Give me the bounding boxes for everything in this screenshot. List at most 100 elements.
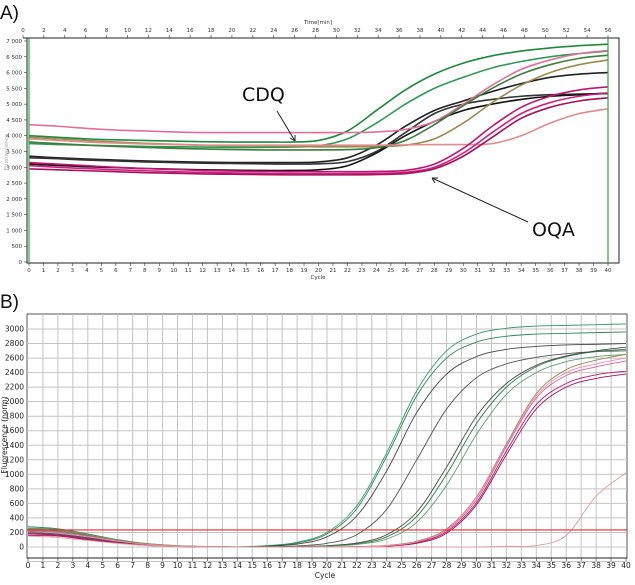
x-tick-label: 30 [472,561,482,570]
x-tick-label: 34 [518,268,525,274]
y-tick-label: 2 000 [6,197,22,203]
x-tick-label: 24 [373,268,380,274]
x-tick-label: 2 [56,561,61,570]
x-tick-label: 15 [243,268,250,274]
x-tick-label: 35 [546,561,556,570]
y-tick-label: 6 000 [6,71,22,77]
y-tick-label: 3 500 [6,150,22,156]
cdq-arrowhead [289,135,296,142]
cdq-annotation: CDQ [242,84,285,106]
y-tick-label: 800 [10,484,25,493]
x-tick-label: 33 [503,268,510,274]
x2-tick-label: 12 [145,28,152,34]
y-tick-label: 600 [10,499,25,508]
x-tick-label: 39 [606,561,616,570]
x-tick-label: 38 [576,268,583,274]
x-tick-label: 20 [315,268,322,274]
x2-tick-label: 26 [291,28,298,34]
x-tick-label: 6 [114,268,118,274]
y-tick-label: 7 000 [6,39,22,45]
x-axis-label: Cycle [315,571,336,580]
y-tick-label: 0 [19,260,23,266]
y-tick-label: 2 500 [6,181,22,187]
y-tick-label: 1 500 [6,213,22,219]
x-tick-label: 40 [605,268,612,274]
x2-tick-label: 46 [500,28,507,34]
x2-tick-label: 36 [396,28,403,34]
x2-tick-label: 18 [208,28,215,34]
series-line [27,472,627,548]
x2-tick-label: 14 [166,28,173,34]
x-tick-label: 19 [307,561,317,570]
series-line [28,108,609,147]
x-tick-label: 22 [352,561,362,570]
x-tick-label: 17 [272,268,279,274]
x-tick-label: 16 [262,561,272,570]
x-tick-label: 7 [130,561,135,570]
x-tick-label: 39 [590,268,597,274]
x2-tick-label: 28 [312,28,319,34]
x2-tick-label: 22 [249,28,256,34]
x-tick-label: 18 [286,268,293,274]
panel-b-chart: 0 1 2 3 4 5 6 7 8 9 10 11 12 13 14 15 16 17 18 19 20 21 22 23 24… [0,313,631,580]
y-tick-label: 2200 [5,383,24,392]
x-tick-label: 17 [277,561,287,570]
x-tick-label: 25 [387,268,394,274]
x-tick-label: 3 [71,268,75,274]
x-tick-label: 25 [397,561,407,570]
x-tick-label: 32 [502,561,512,570]
x-tick-label: 28 [431,268,438,274]
x-axis-label: Cycle [310,275,326,281]
x-tick-label: 36 [561,561,571,570]
x-tick-label: 12 [199,268,206,274]
x-tick-label: 37 [561,268,568,274]
x-tick-label: 1 [42,268,46,274]
x-tick-label: 35 [532,268,539,274]
x-tick-label: 11 [188,561,198,570]
x-tick-label: 36 [547,268,554,274]
y-tick-label: 0 [19,543,24,552]
y-tick-label: 3 000 [6,165,22,171]
x2-tick-label: 10 [124,28,131,34]
y-tick-label: 500 [12,244,23,250]
y-tick-label: 200 [10,528,25,537]
x2-tick-label: 6 [84,28,88,34]
x-tick-label: 21 [329,268,336,274]
y-tick-label: 1600 [5,426,24,435]
y-tick-label: 1000 [5,470,24,479]
y-tick-label: 1 000 [6,228,22,234]
series-line [28,49,609,134]
x2-tick-label: 54 [584,28,591,34]
series-line [28,97,609,176]
y-axis-label: Fluorescence [4,133,10,170]
y-tick-label: 1200 [5,455,24,464]
x-tick-label: 12 [203,561,213,570]
x-tick-label: 19 [301,268,308,274]
x-tick-label: 29 [445,268,452,274]
oqa-arrow [431,177,529,223]
y-tick-label: 3000 [5,325,24,334]
y-tick-label: 400 [10,513,25,522]
y-tick-label: 2800 [5,339,24,348]
y-tick-label: 1800 [5,412,24,421]
x2-tick-label: 32 [354,28,361,34]
x2-axis-label: Time[min] [303,20,332,26]
x-tick-label: 15 [247,561,257,570]
x-tick-label: 21 [337,561,347,570]
x-tick-label: 9 [160,561,165,570]
x-tick-label: 26 [402,268,409,274]
x-tick-label: 11 [185,268,192,274]
x-tick-label: 1 [41,561,46,570]
x-tick-label: 4 [85,561,90,570]
y-tick-label: 2600 [5,354,24,363]
x-tick-label: 27 [416,268,423,274]
x2-tick-label: 50 [542,28,549,34]
x-tick-label: 16 [257,268,264,274]
series-line [28,43,609,143]
x-tick-label: 22 [344,268,351,274]
x-tick-label: 30 [460,268,467,274]
x-tick-label: 5 [100,561,105,570]
x-tick-label: 33 [517,561,527,570]
